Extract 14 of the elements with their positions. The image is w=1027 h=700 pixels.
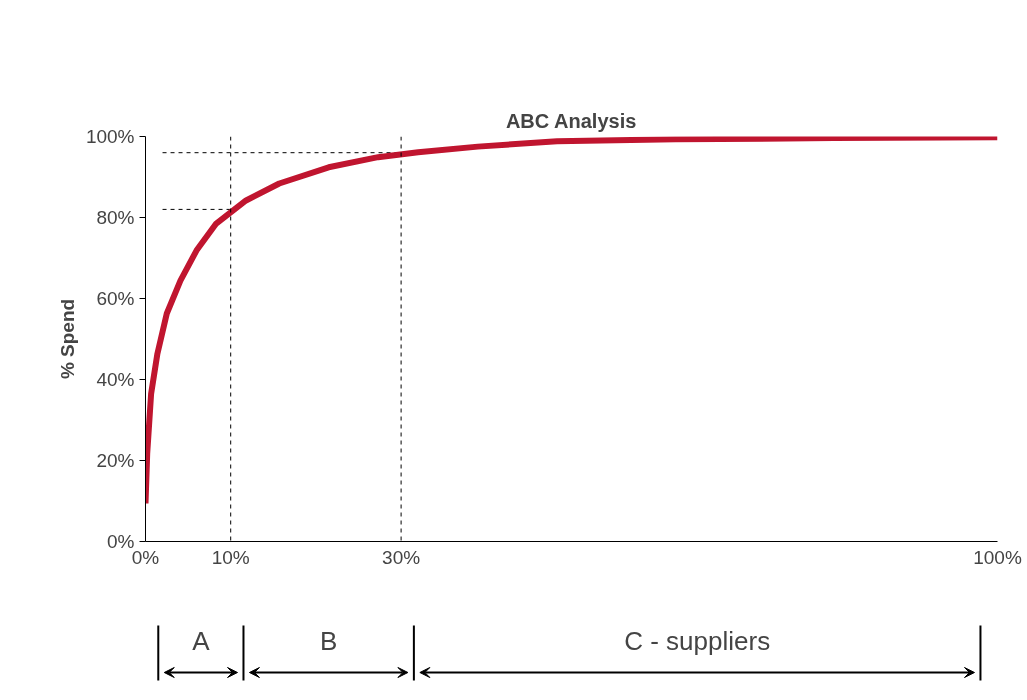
y-tick-label: 0% <box>107 531 135 552</box>
y-axis-title: % Spend <box>56 298 78 380</box>
y-tick-label: 20% <box>96 450 135 471</box>
x-tick-label: 100% <box>973 546 1022 568</box>
y-tick-label: 60% <box>96 288 135 309</box>
chart-title: ABC Analysis <box>505 109 637 132</box>
y-tick-label: 80% <box>96 207 135 228</box>
text: C - suppliers <box>624 625 771 656</box>
text: B <box>320 625 338 656</box>
y-tick-label: 40% <box>96 369 135 390</box>
y-tick-label: 100% <box>85 126 135 147</box>
x-tick-label: 10% <box>211 546 250 568</box>
x-tick-label: 30% <box>382 546 421 568</box>
text: A <box>192 625 211 656</box>
